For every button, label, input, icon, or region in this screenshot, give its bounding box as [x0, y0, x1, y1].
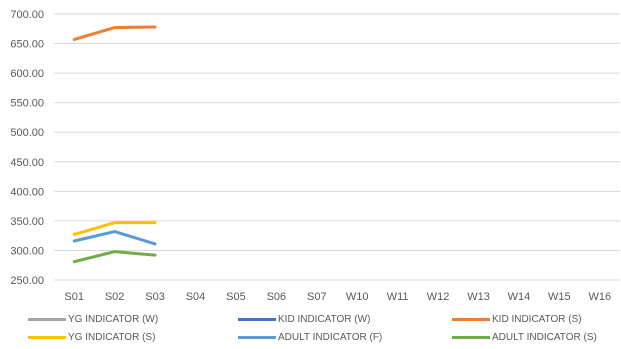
x-tick-label: S04 [186, 291, 206, 303]
series-line [72, 25, 157, 41]
x-tick-label: W15 [548, 291, 571, 303]
x-tick-label: S03 [145, 291, 165, 303]
series-line [72, 250, 157, 264]
x-axis-ticks: S01 S02 S03 S04 S05 S06 S07 W10 W11 W12 W13 W14 W15 W… [64, 291, 611, 303]
legend: YG INDICATOR (W) KID INDICATOR (W) KID I… [0, 309, 621, 349]
legend-label: ADULT INDICATOR (S) [492, 331, 597, 343]
y-tick-label: 550.00 [10, 98, 44, 110]
y-tick-label: 600.00 [10, 68, 44, 80]
legend-item: YG INDICATOR (W) [28, 311, 158, 327]
x-tick-label: W11 [387, 291, 409, 303]
y-tick-label: 500.00 [10, 127, 44, 139]
x-tick-label: S01 [64, 291, 84, 303]
y-tick-label: 400.00 [10, 186, 44, 198]
legend-item: KID INDICATOR (S) [452, 311, 582, 327]
x-tick-label: W14 [508, 291, 531, 303]
legend-label: KID INDICATOR (S) [492, 313, 582, 325]
legend-swatch [452, 317, 490, 321]
x-tick-label: W10 [346, 291, 369, 303]
legend-swatch [238, 335, 276, 339]
y-tick-label: 300.00 [10, 245, 44, 257]
series-lines [72, 25, 157, 264]
line-chart: 700.00 650.00 600.00 550.00 500.00 450.00 400.… [10, 9, 620, 303]
y-tick-label: 450.00 [10, 157, 44, 169]
y-tick-label: 250.00 [10, 275, 44, 287]
series-line [72, 221, 157, 236]
x-tick-label: S07 [307, 291, 327, 303]
legend-swatch [28, 335, 66, 339]
legend-item: KID INDICATOR (W) [238, 311, 370, 327]
x-tick-label: S06 [267, 291, 287, 303]
legend-label: KID INDICATOR (W) [278, 313, 371, 325]
x-tick-label: S02 [105, 291, 125, 303]
y-tick-label: 650.00 [10, 39, 44, 51]
legend-item: YG INDICATOR (S) [28, 329, 155, 345]
y-tick-label: 700.00 [10, 9, 44, 21]
legend-swatch [452, 335, 490, 339]
legend-label: YG INDICATOR (S) [68, 331, 156, 343]
x-tick-label: W12 [427, 291, 450, 303]
legend-item: ADULT INDICATOR (S) [452, 329, 597, 345]
legend-label: ADULT INDICATOR (F) [278, 331, 383, 343]
x-tick-label: S05 [226, 291, 246, 303]
y-axis-ticks: 700.00 650.00 600.00 550.00 500.00 450.00 400.… [10, 9, 44, 287]
x-tick-label: W13 [467, 291, 490, 303]
gridlines [54, 13, 620, 281]
legend-label: YG INDICATOR (W) [68, 313, 159, 325]
series-line [72, 230, 157, 246]
legend-item: ADULT INDICATOR (F) [238, 329, 382, 345]
legend-swatch [238, 317, 276, 321]
x-tick-label: W16 [588, 291, 611, 303]
legend-swatch [28, 317, 66, 321]
y-tick-label: 350.00 [10, 216, 44, 228]
